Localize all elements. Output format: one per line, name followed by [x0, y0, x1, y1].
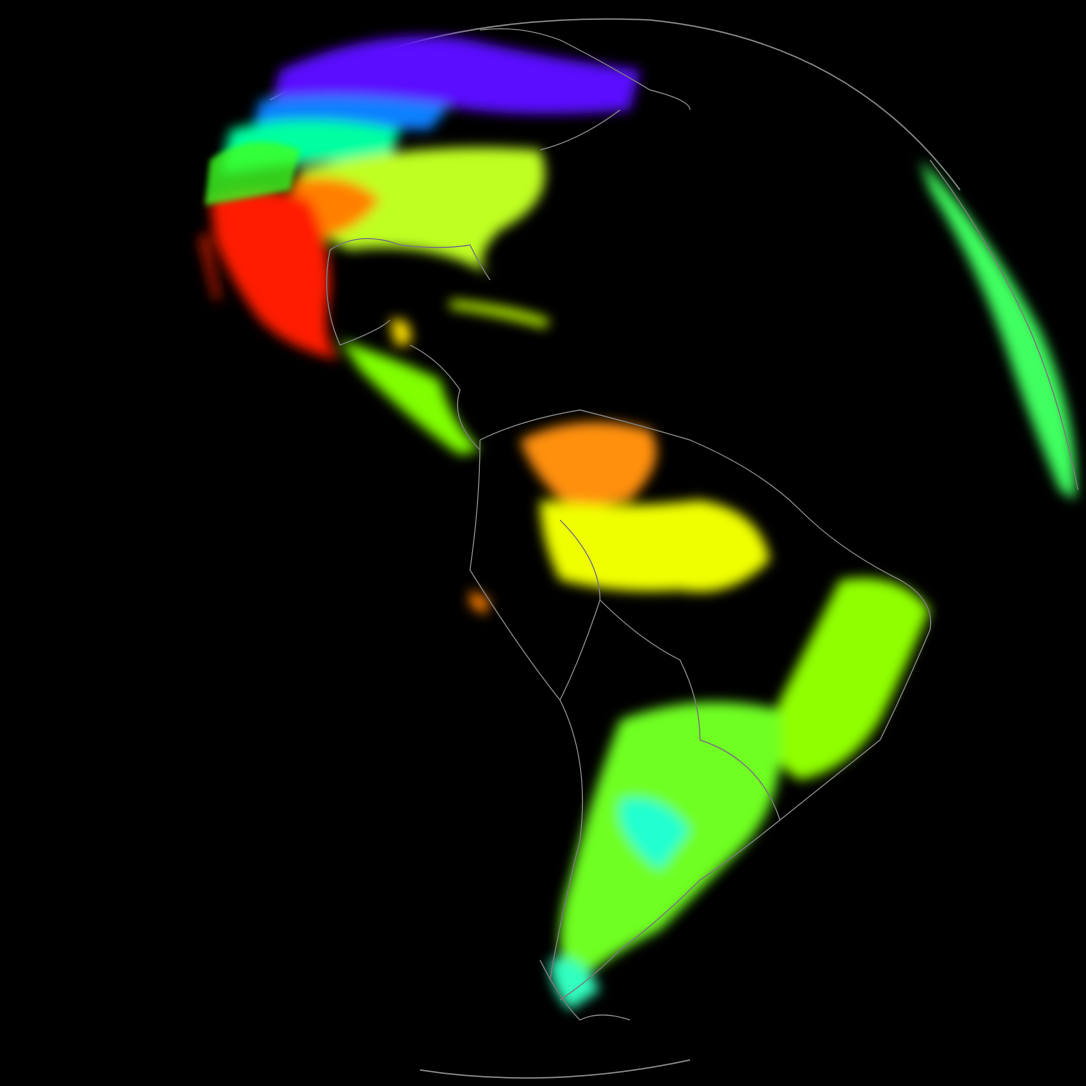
region-mexico-hot [210, 190, 340, 360]
region-patagonia [550, 958, 600, 1010]
region-africa-edge [920, 160, 1076, 500]
coastlines [326, 28, 1079, 1021]
region-western-canada-green [205, 142, 300, 205]
region-ecuador-peru [470, 590, 490, 615]
region-central-america [340, 340, 480, 455]
region-canada-cold [270, 36, 640, 114]
region-brazil-east [773, 578, 930, 780]
region-yucatan [390, 319, 411, 345]
region-eastern-us [300, 147, 545, 275]
region-cuba [450, 300, 550, 328]
region-sa-north [520, 422, 657, 505]
region-sa-yellow [540, 500, 770, 592]
region-argentina-cyan [620, 798, 690, 870]
region-baja [200, 230, 220, 300]
disk-limb-bottom [419, 1059, 691, 1079]
